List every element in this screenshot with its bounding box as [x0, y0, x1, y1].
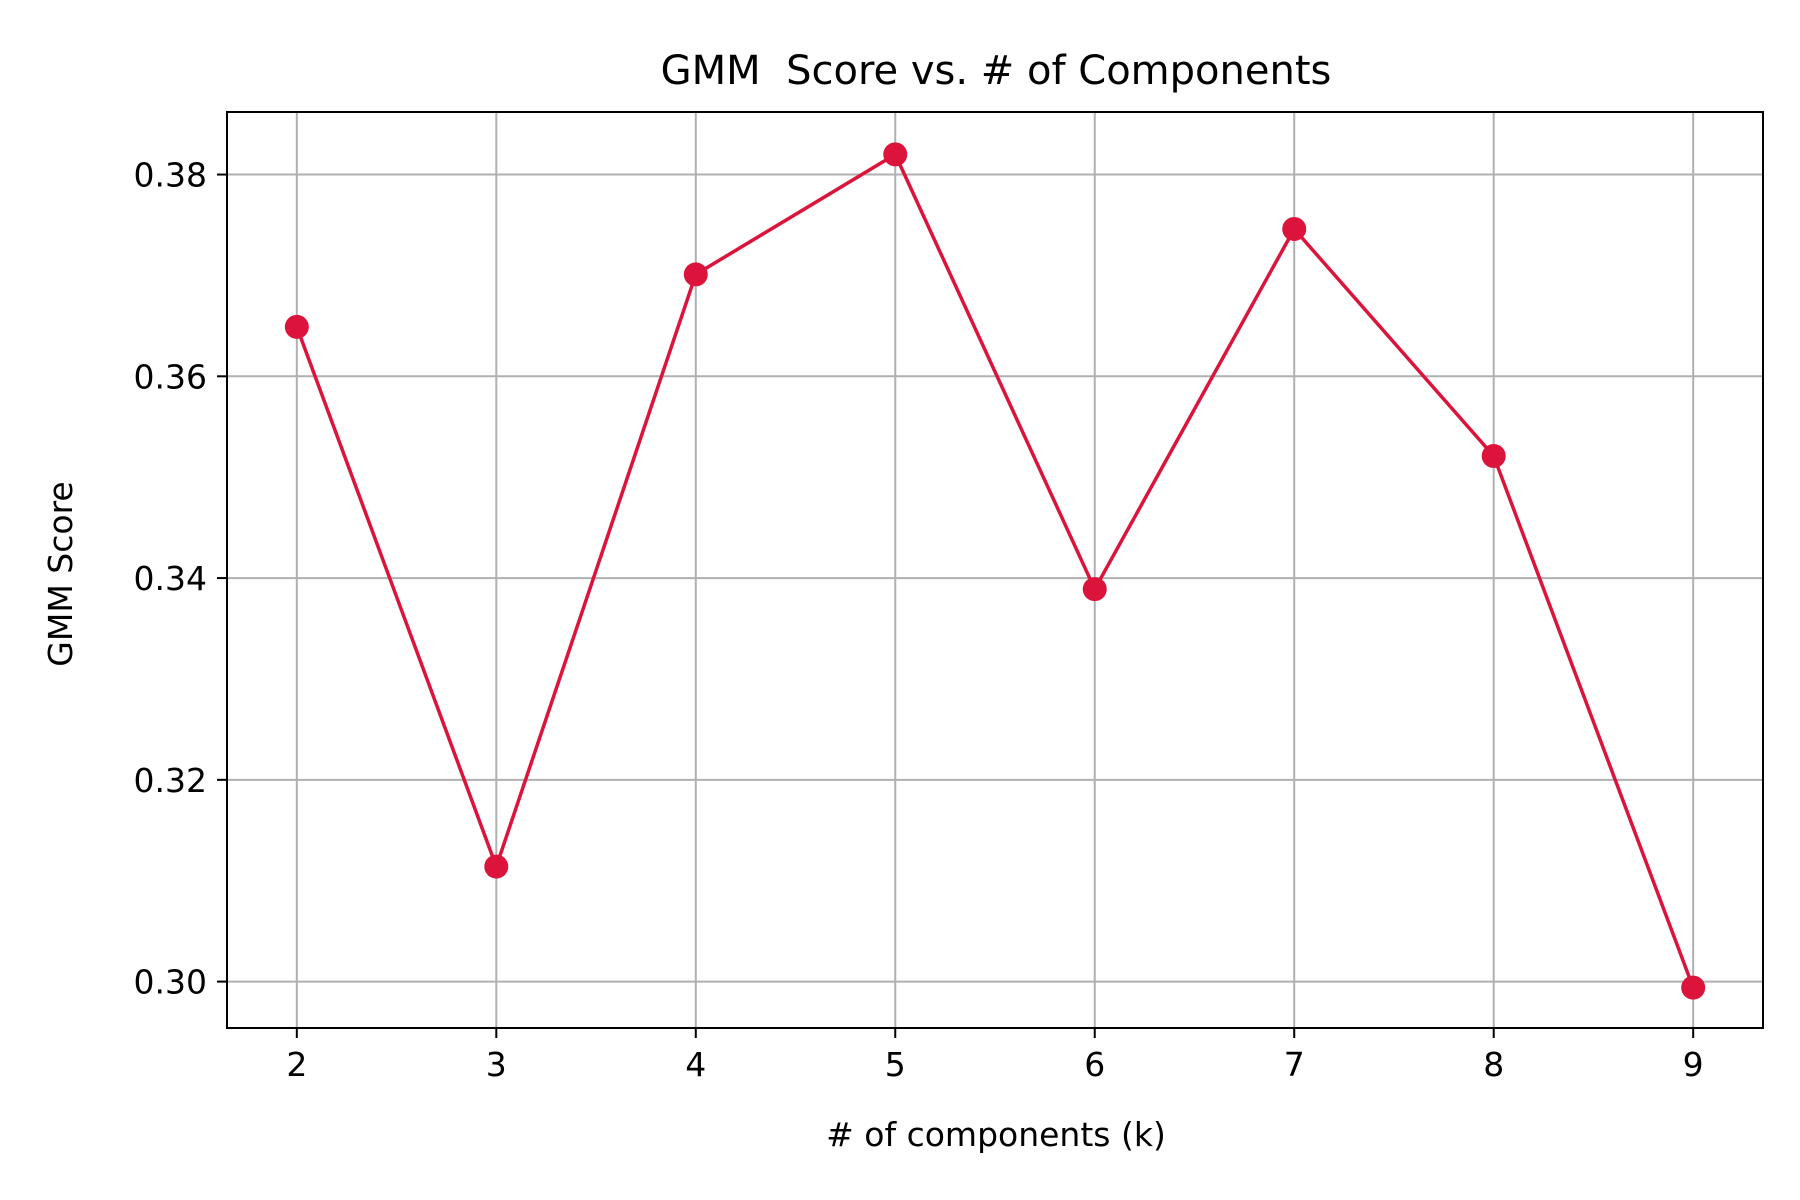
series-line [295, 152, 1695, 990]
data-point [1481, 444, 1506, 469]
y-tick-label: 0.34 [134, 559, 207, 598]
x-axis-label: # of components (k) [826, 1115, 1166, 1154]
x-tick-label: 7 [1284, 1045, 1305, 1084]
x-tick-label: 3 [486, 1045, 507, 1084]
x-tick-label: 5 [885, 1045, 906, 1084]
data-point [883, 142, 908, 167]
y-tick-label: 0.36 [134, 357, 207, 396]
y-tick-label: 0.32 [134, 761, 207, 800]
x-tick-label: 9 [1683, 1045, 1704, 1084]
y-axis-label: GMM Score [41, 481, 80, 666]
data-point [1082, 577, 1107, 602]
data-point [1282, 217, 1307, 242]
grid [227, 112, 1763, 1028]
x-tick-label: 6 [1084, 1045, 1105, 1084]
data-point [683, 262, 708, 287]
x-tick-label: 2 [286, 1045, 307, 1084]
x-tick-label: 4 [685, 1045, 706, 1084]
y-tick-label: 0.30 [134, 963, 207, 1002]
x-tick-label: 8 [1483, 1045, 1504, 1084]
data-point [1681, 975, 1706, 1000]
plot-area-frame [226, 111, 1764, 1029]
axis-ticks: 2 3 4 5 6 7 8 9 0.30 0.32 0.34 0.36 0.38 [134, 156, 1704, 1084]
data-series [284, 142, 1706, 1000]
chart-title: GMM Score vs. # of Components [661, 48, 1332, 94]
y-tick-label: 0.38 [134, 156, 207, 195]
data-point [484, 854, 509, 879]
data-point [284, 314, 309, 339]
